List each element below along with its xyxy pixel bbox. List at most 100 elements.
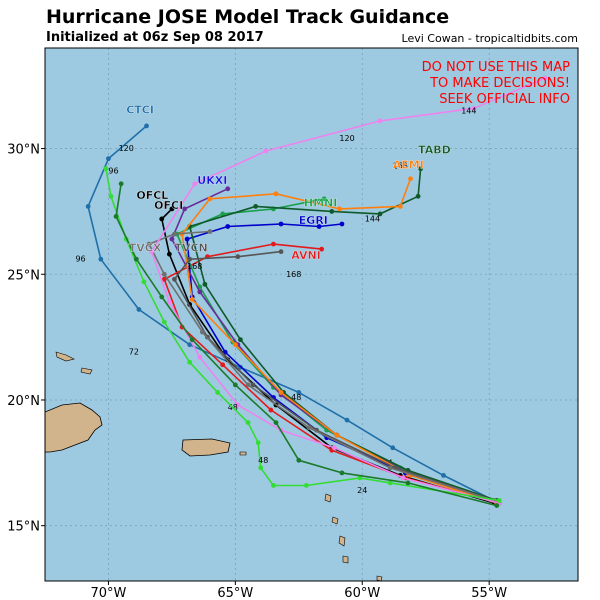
track-point <box>471 105 477 111</box>
track-point <box>263 148 269 154</box>
track-point <box>329 209 335 214</box>
track-point <box>400 475 406 481</box>
track-point <box>172 276 177 282</box>
track-point <box>103 166 109 172</box>
track-point <box>207 229 213 234</box>
warning-line-3: SEEK OFFICIAL INFO <box>439 92 570 107</box>
model-name-label: HMNI <box>304 196 337 209</box>
model-name-label: AVNI <box>291 249 321 262</box>
track-point <box>182 206 187 212</box>
track-point <box>169 206 175 212</box>
track-point <box>357 475 363 481</box>
model-name-label: AEMI <box>393 159 424 172</box>
track-point <box>149 249 155 255</box>
x-tick-label: 70°W <box>90 586 126 600</box>
track-point <box>161 276 167 282</box>
lesser-antilles-1 <box>324 493 332 503</box>
model-track <box>146 229 497 503</box>
track-point <box>199 329 205 335</box>
track-point <box>232 342 238 348</box>
warning-line-2: TO MAKE DECISIONS! <box>429 76 570 91</box>
hispaniola <box>45 402 103 453</box>
track-point <box>273 191 279 197</box>
virgin-islands <box>239 451 247 456</box>
barbados <box>376 575 383 581</box>
track-point <box>377 118 383 124</box>
x-tick-label: 55°W <box>471 586 507 600</box>
forecast-hour-label: 120 <box>339 134 354 143</box>
track-point <box>225 224 231 229</box>
model-name-label: CTCI <box>126 103 154 116</box>
track-point <box>161 271 167 277</box>
track-line <box>181 178 498 504</box>
track-point <box>187 359 193 365</box>
forecast-hour-label: 24 <box>357 486 367 495</box>
map-title: Hurricane JOSE Model Track Guidance <box>46 6 450 28</box>
y-tick-label: 20°N <box>7 394 40 409</box>
map-subtitle: Initialized at 06z Sep 08 2017 <box>46 30 264 45</box>
forecast-hour-label: 96 <box>108 167 118 176</box>
x-tick-label: 65°W <box>217 586 253 600</box>
forecast-hour-label: 168 <box>187 262 202 271</box>
track-point <box>215 390 220 395</box>
lesser-antilles-4 <box>342 555 349 564</box>
track-point <box>334 432 340 438</box>
track-point <box>113 214 119 219</box>
lesser-antilles-3 <box>338 535 346 547</box>
track-point <box>207 196 213 202</box>
track-line <box>163 243 500 504</box>
track-point <box>253 203 259 209</box>
model-name-label: EGRI <box>299 214 328 227</box>
track-point <box>189 337 195 343</box>
track-point <box>306 425 312 431</box>
track-point <box>339 470 345 476</box>
track-point <box>408 176 413 182</box>
forecast-hour-label: 168 <box>286 270 301 279</box>
track-point <box>405 480 411 486</box>
track-point <box>344 417 350 423</box>
y-tick-label: 30°N <box>7 143 40 158</box>
puerto-rico <box>181 438 231 457</box>
track-point <box>319 246 325 252</box>
track-point <box>106 156 111 162</box>
track-point <box>377 211 383 217</box>
forecast-hour-label: 48 <box>258 456 268 465</box>
track-point <box>245 420 251 426</box>
track-point <box>161 319 167 325</box>
track-point <box>250 382 256 388</box>
model-name-label: TVCN <box>174 242 207 255</box>
forecast-hour-label: 96 <box>75 255 85 264</box>
forecast-hour-label: 144 <box>365 214 380 223</box>
track-point <box>159 216 165 222</box>
track-point <box>390 445 396 451</box>
track-point <box>258 465 264 471</box>
track-point <box>387 480 393 486</box>
forecast-hour-label: 120 <box>119 144 134 153</box>
track-point <box>235 402 241 408</box>
track-point <box>238 337 243 343</box>
track-point <box>542 75 548 81</box>
model-track: 24 <box>113 181 500 508</box>
track-point <box>136 307 142 312</box>
track-point <box>187 342 193 348</box>
track-point <box>197 354 203 360</box>
track-point <box>296 390 302 395</box>
lesser-antilles-2 <box>331 516 339 525</box>
track-point <box>255 440 261 446</box>
bahamas-b <box>80 367 93 375</box>
track-point <box>184 236 190 242</box>
track-point <box>337 206 342 212</box>
y-tick-label: 15°N <box>7 520 40 535</box>
track-point <box>166 251 172 257</box>
land-masses <box>45 351 383 581</box>
model-name-label: UKXI <box>197 174 227 187</box>
track-point <box>316 224 322 229</box>
track-point <box>304 483 309 488</box>
model-name-label: OFCL <box>136 189 168 202</box>
track-point <box>494 503 500 508</box>
track-point <box>187 256 193 262</box>
forecast-hour-label: 48 <box>291 393 301 402</box>
forecast-hour-label: 144 <box>461 106 476 115</box>
